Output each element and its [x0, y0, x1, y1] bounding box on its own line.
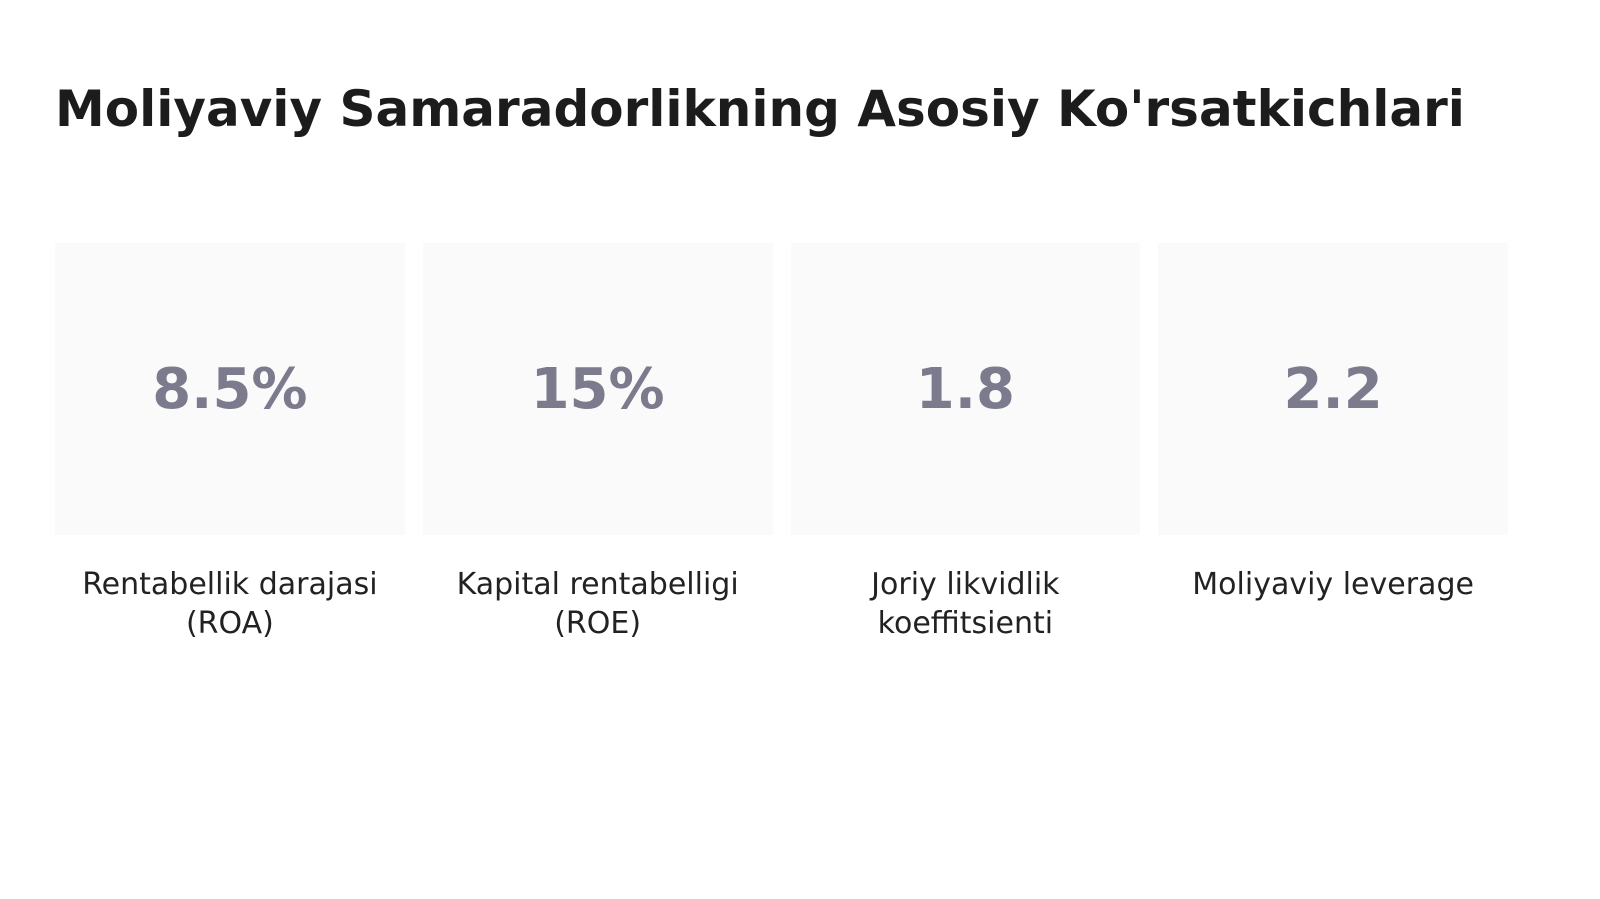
kpi-value: 8.5%	[152, 356, 308, 422]
kpi-card: 15% Kapital rentabelligi (ROE)	[422, 243, 773, 643]
card-row: 8.5% Rentabellik darajasi (ROA) 15% Kapital…	[55, 243, 1508, 643]
kpi-value: 15%	[530, 356, 665, 422]
kpi-label: Kapital rentabelligi (ROE)	[456, 567, 739, 641]
kpi-label: Rentabellik darajasi (ROA)	[82, 567, 378, 641]
kpi-card: 1.8 Joriy likvidlik koeffitsienti	[790, 243, 1141, 643]
title: Moliyaviy Samaradorlikning Asosiy Ko'rsa…	[55, 80, 1465, 138]
kpi-value: 2.2	[1283, 356, 1383, 422]
kpi-label: Moliyaviy leverage	[1192, 567, 1474, 602]
kpi-box: 2.2	[1158, 243, 1508, 535]
kpi-box: 15%	[422, 243, 773, 535]
kpi-card: 2.2 Moliyaviy leverage	[1158, 243, 1508, 643]
kpi-value: 1.8	[915, 356, 1015, 422]
kpi-box: 1.8	[790, 243, 1141, 535]
kpi-label: Joriy likvidlik koeffitsienti	[871, 567, 1060, 641]
kpi-card: 8.5% Rentabellik darajasi (ROA)	[55, 243, 405, 643]
kpi-box: 8.5%	[55, 243, 405, 535]
